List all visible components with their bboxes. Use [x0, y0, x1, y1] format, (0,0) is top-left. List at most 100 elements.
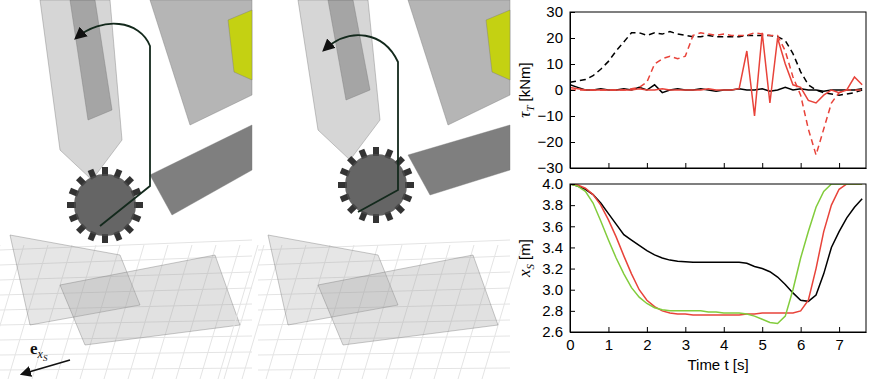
arm-ghost [298, 0, 380, 160]
x-tick-mark [685, 327, 686, 332]
x-tick-mark [647, 163, 648, 168]
y-axis: −30 −20 −10 0 10 20 30 [538, 3, 575, 176]
y-tick-label: −20 [538, 133, 563, 150]
x-tick-label: 5 [759, 336, 767, 353]
y-tick-mark [570, 290, 575, 291]
y-tick: −10 [538, 107, 575, 124]
arm-link [70, 0, 112, 120]
y-tick-label: 2.8 [542, 302, 563, 319]
y-axis: 2.6 2.8 3.0 3.2 3.4 3.6 3.8 4.0 [542, 175, 575, 340]
hydraulic-arm [150, 125, 252, 215]
y-tick: 3.4 [542, 239, 575, 256]
x-axis-line [571, 168, 867, 169]
x-tick [839, 163, 840, 168]
cabin-ghost [150, 0, 252, 125]
y-tick-mark [570, 142, 575, 143]
y-tick: 3.2 [542, 260, 575, 277]
y-title-sub: T [524, 105, 536, 112]
y-tick-label: 3.6 [542, 218, 563, 235]
series-line [570, 85, 862, 93]
grid-line [258, 352, 510, 355]
y-axis-title: xS[m] [515, 239, 536, 278]
y-tick-label: 3.8 [542, 196, 563, 213]
cabin-ghost [408, 0, 510, 125]
x-tick-label: 4 [720, 336, 728, 353]
y-tick-mark [570, 269, 575, 270]
plot-lines [570, 32, 862, 156]
y-tick: 30 [546, 3, 575, 20]
y-tick-mark [570, 12, 575, 13]
y-tick: 0 [555, 81, 575, 98]
x-tick-label: 2 [643, 336, 651, 353]
trajectory [324, 35, 398, 212]
y-tick: 10 [546, 55, 575, 72]
cutter-head [67, 167, 143, 243]
y-tick-label: 3.0 [542, 281, 563, 298]
x-tick [608, 163, 609, 168]
x-tick-mark [762, 327, 763, 332]
y-tick-label: 4.0 [542, 175, 563, 192]
chart: 012345672.62.83.03.23.43.63.84.0xS[m]Tim… [515, 175, 867, 373]
y-tick-label: 30 [546, 3, 563, 20]
x-axis: 01234567 [566, 327, 866, 353]
y-axis-line [570, 185, 571, 333]
x-tick [685, 163, 686, 168]
y-tick-mark [570, 90, 575, 91]
x-tick-mark [839, 327, 840, 332]
y-tick: 2.6 [542, 323, 575, 340]
y-tick: 20 [546, 29, 575, 46]
y-title-unit: [m] [516, 239, 533, 260]
arm-ghost [40, 0, 122, 180]
y-tick-mark [570, 247, 575, 248]
render-panel [0, 0, 264, 379]
x-tick: 2 [643, 327, 651, 353]
x-tick [801, 163, 802, 168]
x-tick: 4 [720, 327, 728, 353]
x-tick-mark [647, 327, 648, 332]
x-tick: 6 [797, 327, 805, 353]
y-tick: 3.6 [542, 218, 575, 235]
y-title-unit: [kNm] [516, 62, 533, 101]
x-tick-mark [608, 163, 609, 168]
x-axis-line [571, 332, 867, 333]
bucket-ghost [318, 255, 498, 345]
y-tick: 3.8 [542, 196, 575, 213]
figure: exS−30−20−100102030τT[kNm]012345672.62.8… [0, 0, 876, 379]
x-tick-mark [801, 163, 802, 168]
series-line [570, 32, 862, 96]
plot-frame [570, 184, 866, 332]
y-tick-mark [570, 205, 575, 206]
x-tick: 3 [682, 327, 690, 353]
series-line [570, 184, 862, 324]
plot-frame [570, 12, 866, 168]
y-tick-label: 3.2 [542, 260, 563, 277]
y-tick-mark [570, 311, 575, 312]
x-tick: 5 [759, 327, 767, 353]
y-tick-label: −30 [538, 159, 563, 176]
y-tick-mark [570, 184, 575, 185]
machine-accent [228, 10, 252, 80]
y-tick-label: 3.4 [542, 239, 563, 256]
x-axis-title: Time t [s] [687, 356, 748, 373]
y-axis-title: τT[kNm] [515, 62, 536, 117]
x-tick-mark [724, 163, 725, 168]
x-tick-label: 1 [605, 336, 613, 353]
x-tick: 7 [835, 327, 843, 353]
x-tick-mark [724, 327, 725, 332]
x-tick [724, 163, 725, 168]
series-line [570, 33, 862, 155]
render-panel [218, 0, 522, 379]
y-tick-mark [570, 332, 575, 333]
x-tick [762, 163, 763, 168]
x-tick-mark [839, 163, 840, 168]
y-tick: 3.0 [542, 281, 575, 298]
y-tick-mark [570, 168, 575, 169]
y-tick-label: −10 [538, 107, 563, 124]
x-tick-label: 6 [797, 336, 805, 353]
trajectory [76, 24, 150, 226]
machine-accent [486, 10, 510, 80]
y-tick-mark [570, 64, 575, 65]
y-tick-label: 0 [555, 81, 563, 98]
y-tick: −30 [538, 159, 575, 176]
y-tick: 4.0 [542, 175, 575, 192]
